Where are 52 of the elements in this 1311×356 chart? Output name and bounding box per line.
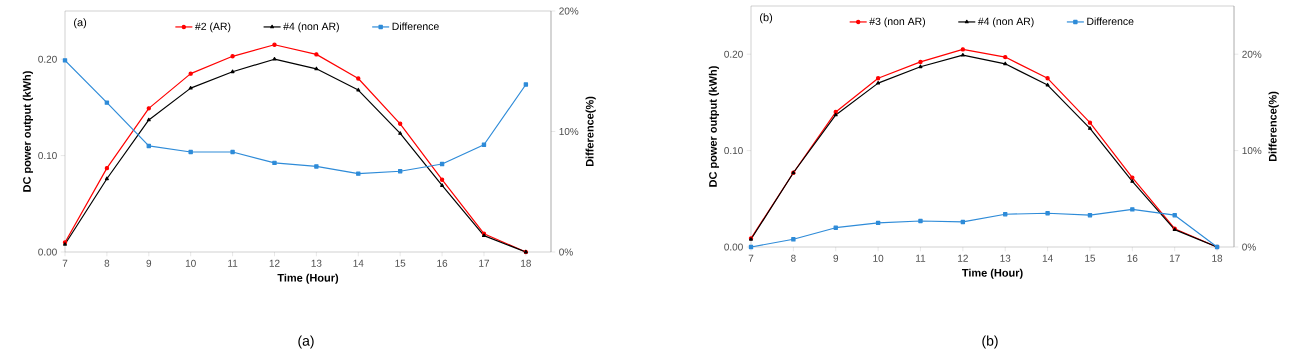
y-tick-label: 0.20: [724, 50, 743, 58]
legend-label: Difference: [1087, 17, 1134, 26]
x-tick-label: 18: [521, 259, 531, 267]
y-tick-label: 0.20: [38, 55, 57, 63]
y2-tick-label: 20%: [559, 7, 579, 15]
text: (a): [298, 335, 314, 349]
x-tick-label: 12: [269, 259, 280, 267]
y-tick-label: 0.10: [724, 147, 743, 155]
y2-tick-label: 0%: [559, 248, 573, 256]
x-tick-label: 17: [1169, 254, 1180, 262]
y2-axis-title: Difference(%): [1268, 91, 1279, 162]
x-tick-label: 11: [916, 254, 926, 262]
x-tick-label: 12: [958, 254, 968, 262]
x-tick-label: 18: [1212, 254, 1223, 262]
x-tick-label: 15: [395, 259, 406, 267]
x-axis-title: Time (Hour): [277, 273, 339, 284]
legend-label: Difference: [392, 22, 439, 31]
x-tick-label: 13: [1000, 254, 1011, 262]
y-tick-label: 0.00: [724, 243, 743, 251]
y2-axis-title: Difference(%): [585, 96, 596, 167]
x-tick-label: 10: [873, 254, 884, 262]
x-tick-label: 16: [1127, 254, 1138, 262]
legend-label: #3 (non AR): [869, 17, 926, 28]
x-tick-label: 14: [1042, 254, 1053, 262]
x-tick-label: 13: [311, 259, 322, 267]
y-axis-title: DC power output (kWh): [22, 71, 33, 192]
legend-label: #2 (AR): [195, 22, 231, 33]
annotation: (b): [760, 13, 773, 24]
x-tick-label: 17: [479, 259, 490, 267]
x-tick-label: 8: [791, 254, 796, 262]
y-tick-label: 0.00: [38, 248, 57, 256]
x-tick-label: 16: [437, 259, 448, 267]
x-tick-label: 15: [1085, 254, 1096, 262]
x-tick-label: 7: [748, 254, 754, 262]
x-tick-label: 14: [353, 259, 364, 267]
x-tick-label: 9: [146, 259, 152, 267]
y2-tick-label: 0%: [1242, 243, 1256, 251]
x-tick-label: 9: [833, 254, 839, 262]
text: (b): [982, 335, 998, 349]
y2-tick-label: 10%: [559, 127, 579, 136]
x-tick-label: 10: [185, 259, 196, 267]
x-axis-title: Time (Hour): [961, 268, 1023, 279]
y2-tick-label: 10%: [1242, 147, 1262, 155]
y-axis-title: DC power output (kWh): [708, 66, 719, 187]
y-tick-label: 0.10: [38, 152, 57, 160]
x-tick-label: 11: [228, 259, 238, 267]
x-tick-label: 8: [104, 259, 110, 267]
annotation: (a): [74, 18, 87, 29]
legend-label: #4 (non AR): [283, 22, 339, 33]
y2-tick-label: 20%: [1242, 50, 1262, 58]
x-tick-label: 7: [62, 259, 68, 267]
legend-label: #4 (non AR): [977, 17, 1034, 28]
